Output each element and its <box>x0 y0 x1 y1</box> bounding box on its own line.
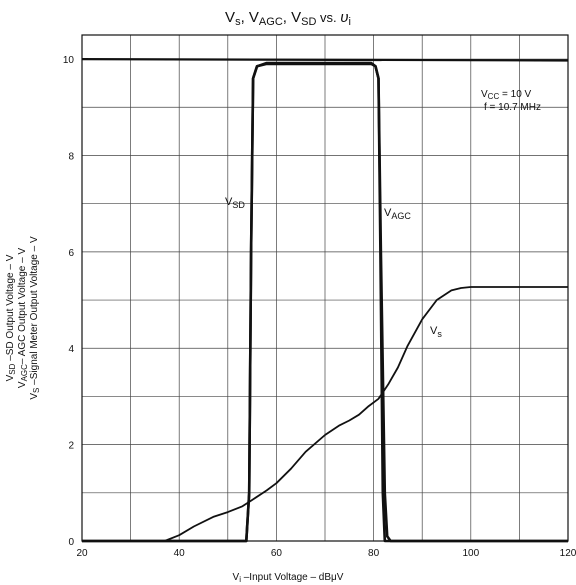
svg-text:Vs, VAGC, VSD vs. υi: Vs, VAGC, VSD vs. υi <box>225 9 351 28</box>
x-tick-labels: 20 40 60 80 100 120 <box>76 548 576 559</box>
plot-frame <box>81 34 569 542</box>
annotation-vcc: VCC = 10 V <box>481 89 532 101</box>
series-line-vs <box>82 286 568 542</box>
series-line-vcc <box>81 58 569 62</box>
y-tick-label: 0 <box>68 537 74 548</box>
y-axis-label-line-signal-meter: VS –Signal Meter Output Voltage – V <box>29 236 41 400</box>
x-tick-label: 60 <box>271 548 283 559</box>
y-tick-label: 4 <box>68 344 74 355</box>
y-axis-label-line-agc: VAGC– AGC Output Voltage – V <box>17 248 29 389</box>
series-label-vs: Vs <box>430 325 442 339</box>
series-labels: VSD VAGC Vs <box>225 196 442 339</box>
series-label-vagc: VAGC <box>384 207 411 221</box>
x-axis-label: Vi –Input Voltage – dBμV <box>233 572 344 584</box>
x-tick-label: 20 <box>76 548 88 559</box>
conditions-annotation: VCC = 10 V f = 10.7 MHz <box>481 89 541 113</box>
y-tick-label: 10 <box>63 55 75 66</box>
x-tick-label: 100 <box>462 548 479 559</box>
y-tick-labels: 0 2 4 6 8 10 <box>63 55 75 548</box>
y-tick-label: 2 <box>68 441 74 452</box>
annotation-frequency: f = 10.7 MHz <box>484 102 541 113</box>
x-tick-label: 40 <box>174 548 186 559</box>
y-tick-label: 6 <box>68 248 74 259</box>
y-tick-label: 8 <box>68 151 74 162</box>
y-axis-label: VSD –SD Output Voltage – V VAGC– AGC Out… <box>5 236 41 400</box>
chart-title: Vs, VAGC, VSD vs. υi <box>225 9 351 28</box>
y-axis-label-line-sd: VSD –SD Output Voltage – V <box>5 254 17 381</box>
x-tick-label: 80 <box>368 548 380 559</box>
x-tick-label: 120 <box>560 548 576 559</box>
series-line-vagc <box>82 61 568 543</box>
series-label-vsd: VSD <box>225 196 245 210</box>
series-lines <box>81 58 569 543</box>
